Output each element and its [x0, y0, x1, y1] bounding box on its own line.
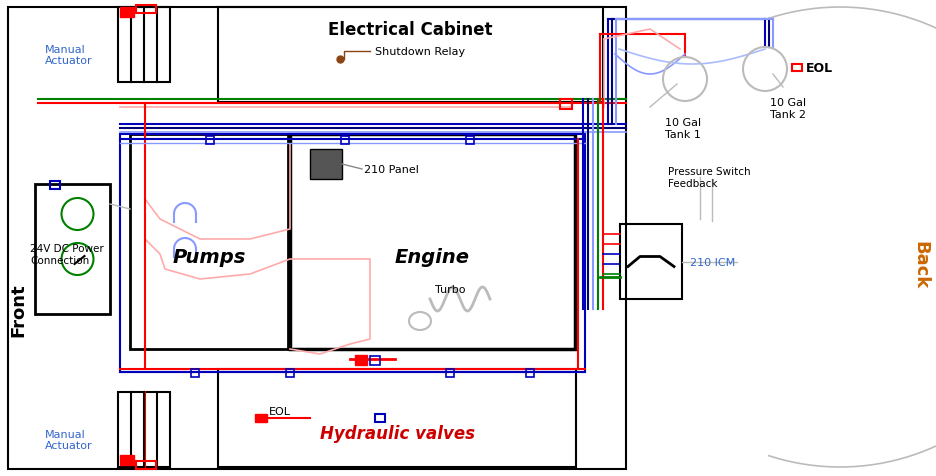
Bar — [255, 414, 267, 422]
Text: EOL: EOL — [269, 406, 291, 416]
Bar — [526, 369, 534, 377]
Bar — [218, 369, 576, 467]
Bar — [206, 137, 214, 145]
Bar — [136, 461, 156, 469]
Text: 210 Panel: 210 Panel — [364, 165, 419, 175]
Bar — [341, 137, 349, 145]
Text: 24V DC Power
Connection: 24V DC Power Connection — [30, 244, 104, 265]
Text: Front: Front — [9, 283, 27, 336]
Bar — [355, 355, 367, 365]
Bar — [310, 149, 342, 179]
Bar — [50, 182, 60, 189]
Bar — [35, 185, 110, 314]
Text: Hydraulic valves: Hydraulic valves — [319, 424, 475, 442]
Text: 10 Gal
Tank 1: 10 Gal Tank 1 — [665, 118, 701, 139]
Bar — [375, 414, 385, 422]
Text: Engine: Engine — [395, 248, 470, 267]
Bar — [118, 392, 170, 467]
Bar — [370, 356, 380, 365]
Bar — [120, 455, 134, 465]
Bar — [218, 8, 603, 103]
Text: Electrical Cabinet: Electrical Cabinet — [329, 21, 492, 39]
Bar — [560, 100, 572, 110]
Bar — [136, 6, 156, 14]
Bar — [792, 65, 802, 72]
Text: Manual
Actuator: Manual Actuator — [45, 429, 93, 450]
Text: Pressure Switch
Feedback: Pressure Switch Feedback — [668, 167, 751, 188]
Text: EOL: EOL — [806, 61, 833, 74]
Bar — [446, 369, 454, 377]
Text: Shutdown Relay: Shutdown Relay — [375, 47, 465, 57]
Bar — [120, 135, 585, 372]
Text: Pumps: Pumps — [172, 248, 245, 267]
Text: 10 Gal
Tank 2: 10 Gal Tank 2 — [770, 98, 806, 119]
Text: 210 ICM: 210 ICM — [690, 257, 736, 267]
Text: Turbo: Turbo — [434, 284, 465, 294]
Bar — [191, 369, 199, 377]
Bar — [118, 8, 170, 83]
Bar — [620, 225, 682, 299]
Bar — [466, 137, 474, 145]
Bar — [286, 369, 294, 377]
Text: Back: Back — [911, 240, 929, 288]
Bar — [290, 135, 575, 349]
Bar — [8, 8, 626, 469]
Bar — [120, 8, 134, 18]
Bar — [130, 135, 288, 349]
Text: Manual
Actuator: Manual Actuator — [45, 45, 93, 66]
